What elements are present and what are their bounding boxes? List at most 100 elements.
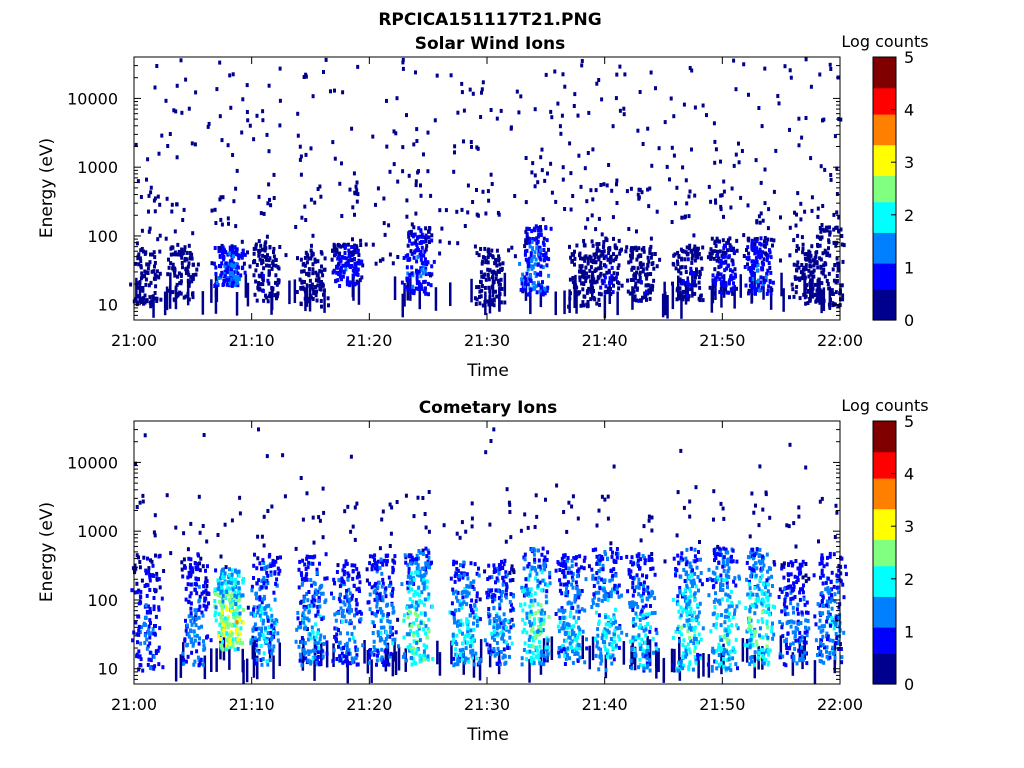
heatmap-cell xyxy=(420,577,424,582)
heatmap-cell xyxy=(368,592,372,597)
heatmap-cell xyxy=(523,586,527,590)
heatmap-cell xyxy=(344,244,347,249)
heatmap-cell xyxy=(520,662,524,667)
heatmap-cell xyxy=(372,639,376,644)
heatmap-cell xyxy=(490,588,494,593)
heatmap-cell xyxy=(149,280,153,285)
heatmap-cell xyxy=(151,563,155,568)
heatmap-cell xyxy=(769,237,773,242)
heatmap-cell xyxy=(133,297,137,302)
heatmap-cell xyxy=(769,255,773,260)
heatmap-cell xyxy=(148,578,152,583)
heatmap-cell xyxy=(819,296,822,301)
colorbar-segment xyxy=(873,118,896,124)
heatmap-cell xyxy=(231,637,235,642)
heatmap-cell xyxy=(475,571,479,576)
heatmap-cell xyxy=(470,642,474,647)
heatmap-cell xyxy=(391,652,395,677)
heatmap-cell xyxy=(471,637,475,642)
heatmap-cell xyxy=(596,246,600,251)
heatmap-cell xyxy=(396,179,400,184)
heatmap-cell xyxy=(776,94,780,98)
heatmap-cell xyxy=(189,521,193,526)
heatmap-cell xyxy=(333,626,337,631)
heatmap-cell xyxy=(232,199,236,204)
heatmap-cell xyxy=(148,588,152,592)
heatmap-cell xyxy=(585,637,588,642)
heatmap-cell xyxy=(492,647,496,651)
heatmap-cell xyxy=(687,194,691,199)
heatmap-cell xyxy=(504,539,508,544)
heatmap-cell xyxy=(708,251,712,256)
heatmap-cell xyxy=(213,599,217,603)
heatmap-cell xyxy=(422,657,426,661)
heatmap-cell xyxy=(615,178,619,183)
heatmap-cell xyxy=(763,239,766,244)
heatmap-cell xyxy=(529,278,533,283)
heatmap-cell xyxy=(512,623,515,628)
heatmap-cell xyxy=(455,560,458,565)
heatmap-cell xyxy=(313,200,317,205)
heatmap-cell xyxy=(178,281,182,286)
heatmap-cell xyxy=(156,237,160,242)
heatmap-cell xyxy=(503,625,507,630)
heatmap-cell xyxy=(221,575,225,580)
heatmap-cell xyxy=(240,593,244,598)
colorbar-tick-label: 1 xyxy=(904,258,914,277)
heatmap-cell xyxy=(233,623,237,628)
heatmap-cell xyxy=(806,252,810,256)
heatmap-cell xyxy=(237,573,241,578)
heatmap-cell xyxy=(405,113,408,118)
heatmap-cell xyxy=(497,563,501,568)
heatmap-cell xyxy=(391,641,395,646)
heatmap-cell xyxy=(197,615,201,620)
heatmap-cell xyxy=(631,286,634,310)
heatmap-cell xyxy=(364,242,368,247)
heatmap-cell xyxy=(214,618,218,623)
heatmap-cell xyxy=(228,248,232,253)
heatmap-cell xyxy=(373,597,377,602)
heatmap-cell xyxy=(759,242,763,247)
heatmap-cell xyxy=(636,128,640,133)
heatmap-cell xyxy=(588,645,591,670)
heatmap-cell xyxy=(577,616,581,621)
heatmap-cell xyxy=(586,300,590,304)
heatmap-cell xyxy=(826,282,830,286)
heatmap-cell xyxy=(635,257,639,262)
heatmap-cell xyxy=(335,265,338,270)
heatmap-cell xyxy=(157,607,161,612)
heatmap-cell xyxy=(303,641,307,646)
colorbar-segment xyxy=(873,74,896,80)
heatmap-cell xyxy=(316,604,320,609)
heatmap-cell xyxy=(200,610,204,615)
heatmap-cell xyxy=(322,288,326,293)
heatmap-cell xyxy=(461,631,464,636)
heatmap-cell xyxy=(819,236,823,241)
heatmap-cell xyxy=(433,118,437,123)
heatmap-cell xyxy=(176,274,179,279)
heatmap-cell xyxy=(236,589,240,594)
heatmap-cell xyxy=(206,124,210,129)
heatmap-cell xyxy=(366,649,370,674)
heatmap-cell xyxy=(355,602,359,607)
heatmap-cell xyxy=(408,580,412,585)
heatmap-cell xyxy=(222,247,226,252)
heatmap-cell xyxy=(320,304,323,309)
heatmap-cell xyxy=(811,294,815,299)
heatmap-cell xyxy=(271,261,275,265)
heatmap-cell xyxy=(466,625,470,630)
heatmap-cell xyxy=(532,661,536,665)
heatmap-cell xyxy=(380,609,384,614)
heatmap-cell xyxy=(355,180,359,185)
heatmap-cell xyxy=(816,242,819,247)
heatmap-cell xyxy=(345,641,349,646)
heatmap-cell xyxy=(358,261,362,266)
heatmap-cell xyxy=(585,271,588,276)
heatmap-cell xyxy=(417,585,421,590)
heatmap-cell xyxy=(534,284,538,289)
heatmap-cell xyxy=(688,243,692,248)
heatmap-cell xyxy=(426,281,430,286)
heatmap-cell xyxy=(270,286,274,311)
heatmap-cell xyxy=(585,646,589,651)
heatmap-cell xyxy=(345,589,348,593)
